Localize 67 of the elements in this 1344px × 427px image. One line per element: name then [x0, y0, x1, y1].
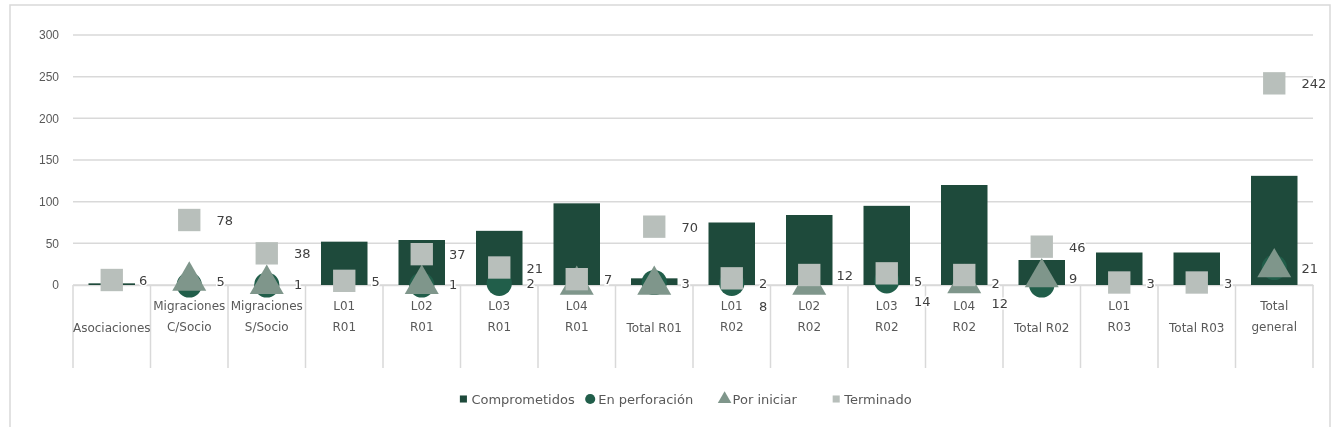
x-tick-label: L01 R03 [1107, 299, 1132, 334]
point [953, 263, 976, 287]
point [1030, 235, 1053, 258]
x-tick-label: L04 R01 [564, 299, 589, 334]
x-tick-label: Asociaciones [72, 321, 151, 335]
data-label: 2 [759, 276, 768, 292]
data-label: 21 [1301, 260, 1319, 276]
data-label: 70 [681, 219, 699, 235]
point [1263, 72, 1286, 95]
point [100, 268, 123, 292]
data-label: 9 [1069, 270, 1078, 286]
point [643, 215, 666, 238]
legend-label: Terminado [843, 392, 912, 407]
point [875, 262, 898, 285]
legend-label: Comprometidos [471, 392, 575, 407]
data-label: 6 [139, 273, 148, 288]
x-tick-label: Total R03 [1168, 321, 1225, 335]
data-label: 3 [1224, 275, 1233, 291]
legend-label: Por iniciar [732, 392, 798, 407]
data-label: 1 [294, 277, 303, 293]
data-label: 5 [914, 273, 923, 289]
point [255, 242, 278, 265]
data-label: 5 [371, 273, 380, 289]
x-tick-label: Migraciones S/Socio [230, 299, 303, 334]
data-label: 37 [449, 247, 466, 263]
y-tick-label: 250 [38, 70, 60, 85]
point [178, 208, 201, 232]
data-label: 12 [836, 268, 854, 283]
data-label: 12 [991, 296, 1009, 311]
point [333, 269, 356, 293]
data-label: 78 [216, 213, 234, 228]
data-label: 242 [1301, 76, 1327, 92]
x-tick-label: L04 R02 [952, 299, 977, 334]
legend-label: En perforación [598, 392, 694, 407]
data-label: 38 [294, 246, 311, 262]
point [1108, 271, 1131, 294]
point [1185, 271, 1208, 294]
x-tick-label: Total R02 [1013, 321, 1070, 335]
x-tick-label: Total general [1251, 299, 1298, 334]
y-tick-label: 150 [38, 153, 60, 168]
data-label: 8 [759, 299, 768, 315]
data-label: 7 [604, 272, 613, 288]
data-label: 2 [991, 276, 1000, 292]
y-tick-label: 0 [52, 278, 60, 293]
y-tick-label: 50 [45, 236, 60, 251]
y-tick-label: 300 [38, 28, 60, 43]
x-tick-label: L02 R01 [409, 299, 434, 334]
x-tick-label: Migraciones C/Socio [153, 299, 226, 334]
x-tick-label: Total R01 [625, 321, 682, 335]
bar [941, 185, 988, 285]
point [798, 263, 821, 287]
data-label: 2 [526, 276, 535, 292]
x-tick-label: L01 R01 [332, 299, 357, 334]
point [720, 267, 743, 290]
x-tick-label: L02 R02 [797, 299, 822, 334]
data-label: 3 [681, 275, 690, 291]
data-label: 3 [1146, 275, 1155, 291]
data-label: 14 [914, 294, 931, 310]
data-label: 21 [526, 260, 544, 276]
x-tick-label: L03 R01 [487, 299, 512, 334]
x-tick-label: L03 R02 [874, 299, 899, 334]
y-tick-label: 100 [38, 195, 60, 210]
data-label: 1 [449, 277, 458, 293]
data-label: 46 [1069, 239, 1086, 255]
x-tick-label: L01 R02 [719, 299, 744, 334]
data-label: 5 [216, 273, 225, 289]
y-tick-label: 200 [38, 111, 60, 126]
